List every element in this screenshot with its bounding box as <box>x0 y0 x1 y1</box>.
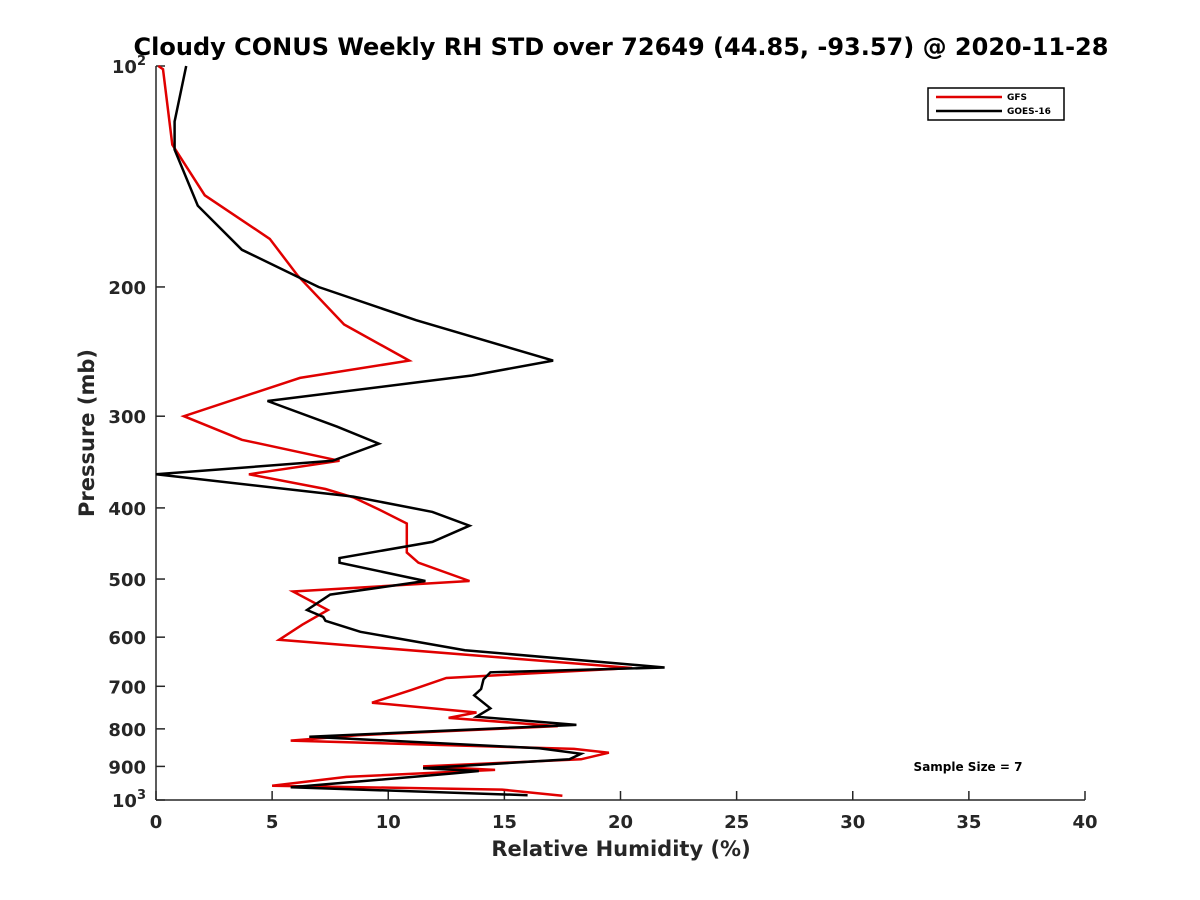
x-tick-label: 30 <box>840 812 865 833</box>
y-tick-label: 500 <box>108 570 146 591</box>
x-tick-label: 10 <box>376 812 401 833</box>
x-axis-label: Relative Humidity (%) <box>491 837 750 861</box>
legend-label-goes-16: GOES-16 <box>1007 107 1051 117</box>
y-tick-label: 900 <box>108 757 146 778</box>
x-tick-label: 25 <box>724 812 749 833</box>
series-line-goes-16 <box>155 65 665 797</box>
legend-label-gfs: GFS <box>1007 93 1027 103</box>
legend-box <box>927 87 1065 121</box>
y-tick-label: 102 <box>112 54 146 78</box>
series-line-gfs <box>157 64 633 798</box>
y-tick-label: 103 <box>112 788 146 812</box>
axes: 0 5 10 15 20 25 30 35 40 102 200 300 400 500 600 700 800… <box>108 54 1097 833</box>
y-tick-label: 400 <box>108 499 146 520</box>
x-tick-label: 0 <box>150 812 163 833</box>
y-tick-label: 200 <box>108 278 146 299</box>
legend: GFS GOES-16 <box>927 87 1065 121</box>
y-tick-label: 600 <box>108 628 146 649</box>
y-axis-label: Pressure (mb) <box>75 349 99 517</box>
chart-title: Cloudy CONUS Weekly RH STD over 72649 (4… <box>134 33 1109 61</box>
y-tick-label: 700 <box>108 677 146 698</box>
x-tick-label: 40 <box>1072 812 1097 833</box>
x-tick-label: 15 <box>492 812 517 833</box>
y-tick-label: 800 <box>108 720 146 741</box>
x-tick-label: 5 <box>266 812 279 833</box>
sample-size-annotation: Sample Size = 7 <box>914 760 1023 774</box>
series-layer <box>155 64 665 798</box>
x-tick-label: 20 <box>608 812 633 833</box>
x-tick-label: 35 <box>956 812 981 833</box>
y-tick-label: 300 <box>108 407 146 428</box>
